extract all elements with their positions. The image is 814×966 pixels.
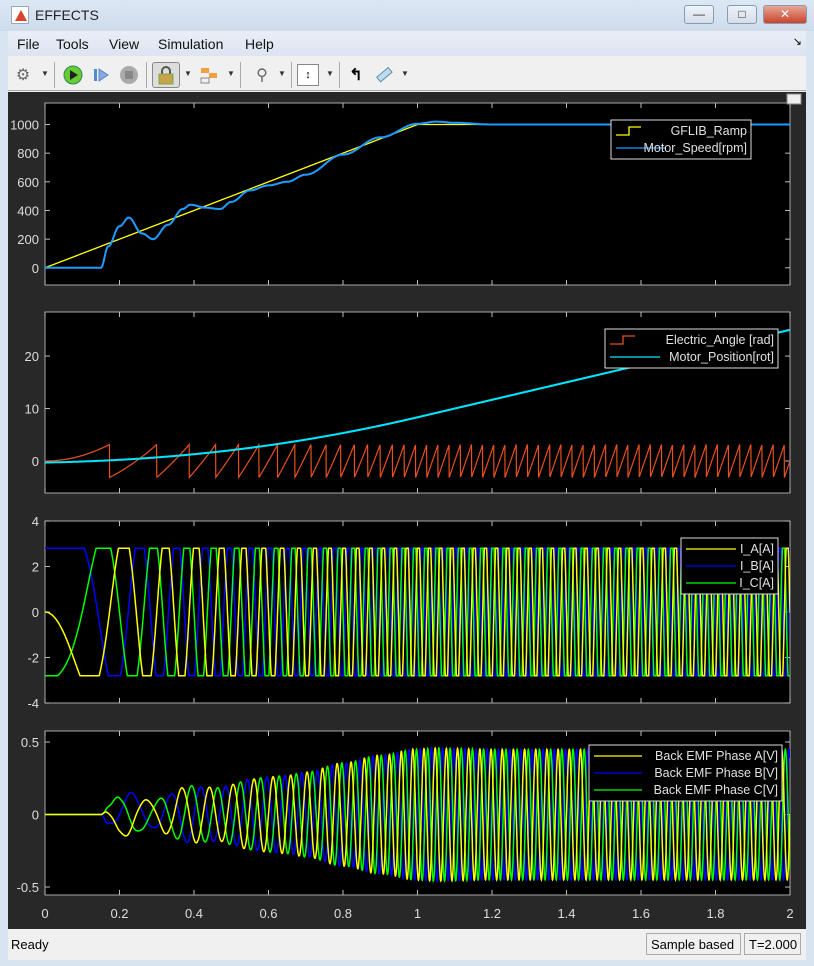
series-electric-angle <box>45 442 790 480</box>
minimize-button[interactable]: — <box>684 5 714 24</box>
legend-label: Motor_Position[rot] <box>669 350 774 364</box>
x-tick-label: 0 <box>41 906 48 921</box>
legend: Electric_Angle [rad] Motor_Position[rot] <box>604 328 779 369</box>
series-current-phase-c <box>45 547 790 677</box>
menu-file[interactable]: File <box>17 36 40 52</box>
y-tick-label: -4 <box>27 696 39 711</box>
signal-hierarchy-icon[interactable] <box>198 64 220 86</box>
scale-axes-icon[interactable]: ↕ <box>297 64 319 86</box>
menu-tools[interactable]: Tools <box>56 36 89 52</box>
y-tick-label: 20 <box>25 349 39 364</box>
sample-mode: Sample based <box>646 933 741 955</box>
chevron-down-icon[interactable]: ▼ <box>278 69 286 78</box>
close-button[interactable]: ✕ <box>763 5 807 24</box>
y-tick-label: 600 <box>17 175 39 190</box>
chevron-down-icon[interactable]: ▼ <box>326 69 334 78</box>
y-tick-label: 0 <box>32 454 39 469</box>
menu-simulation[interactable]: Simulation <box>158 36 224 52</box>
zoom-icon[interactable]: ⚲ <box>256 67 268 84</box>
toolbar: ⚙ ▼ ▼ ▼ ⚲ ▼ ↕ ▼ ↰ ▼ <box>8 57 806 91</box>
maximize-button[interactable]: □ <box>727 5 757 24</box>
stop-icon[interactable] <box>118 64 140 86</box>
dock-icon[interactable]: ↘ <box>792 36 802 48</box>
legend-label: Back EMF Phase B[V] <box>654 766 778 780</box>
menu-view[interactable]: View <box>109 36 140 52</box>
x-tick-label: 1.8 <box>706 906 724 921</box>
run-icon[interactable] <box>62 64 84 86</box>
y-tick-label: -2 <box>27 651 39 666</box>
x-tick-label: 1.6 <box>632 906 650 921</box>
legend-label: Back EMF Phase C[V] <box>654 783 778 797</box>
triggers-icon[interactable]: ↰ <box>349 67 363 84</box>
menu-help[interactable]: Help <box>245 36 274 52</box>
legend: Back EMF Phase A[V] Back EMF Phase B[V] Ba… <box>588 744 783 802</box>
title-bar: EFFECTS — □ ✕ <box>0 0 814 31</box>
separator <box>339 62 340 88</box>
separator <box>240 62 241 88</box>
lock-icon[interactable] <box>152 62 180 88</box>
series-back-emf-phase-a <box>45 746 790 883</box>
legend-label: Motor_Speed[rpm] <box>643 141 747 155</box>
x-tick-label: 0.8 <box>334 906 352 921</box>
menu-bar: File Tools View Simulation Help ↘ <box>8 31 806 56</box>
separator <box>54 62 55 88</box>
legend-label: I_A[A] <box>740 542 774 556</box>
legend-label: Electric_Angle [rad] <box>666 333 774 347</box>
x-tick-label: 1 <box>414 906 421 921</box>
y-tick-label: 10 <box>25 402 39 417</box>
scope-display: 0 200 400 600 800 1000 GFLIB_Ramp Motor_Speed[r… <box>8 92 806 929</box>
y-tick-label: 400 <box>17 203 39 218</box>
y-tick-label: 2 <box>32 560 39 575</box>
measurements-icon[interactable] <box>373 64 395 86</box>
step-forward-icon[interactable] <box>90 64 112 86</box>
status-bar: Ready Sample based T=2.000 <box>8 930 806 960</box>
y-tick-label: 800 <box>17 146 39 161</box>
legend-swatch <box>610 335 635 345</box>
axes-1: 0 200 400 600 800 1000 GFLIB_Ramp Motor_Speed[r… <box>10 102 791 286</box>
x-tick-label: 0.6 <box>259 906 277 921</box>
legend-label: I_B[A] <box>740 559 774 573</box>
chevron-down-icon[interactable]: ▼ <box>227 69 235 78</box>
axes-2: 0 10 20 Electric_Angle [rad] Motor_Position[… <box>25 311 791 494</box>
legend-label: I_C[A] <box>739 576 774 590</box>
matlab-logo-icon <box>11 6 29 24</box>
chevron-down-icon[interactable]: ▼ <box>184 69 192 78</box>
axes-4: 0 0.2 0.4 0.6 0.8 1 1.2 1.4 1.6 1.8 2-0.500.5Back … <box>17 730 794 921</box>
separator <box>291 62 292 88</box>
chevron-down-icon[interactable]: ▼ <box>401 69 409 78</box>
separator <box>146 62 147 88</box>
x-tick-label: 1.4 <box>557 906 575 921</box>
simulation-time: T=2.000 <box>744 933 801 955</box>
y-tick-label: 1000 <box>10 117 39 132</box>
x-tick-label: 0.2 <box>110 906 128 921</box>
expand-button[interactable] <box>786 93 802 105</box>
x-tick-label: 1.2 <box>483 906 501 921</box>
scope-window: File Tools View Simulation Help ↘ ⚙ ▼ ▼ ▼… <box>8 31 806 960</box>
series-current-phase-a <box>45 547 790 677</box>
y-tick-label: -0.5 <box>17 880 39 895</box>
y-tick-label: 200 <box>17 232 39 247</box>
y-tick-label: 4 <box>32 514 39 529</box>
legend-label: Back EMF Phase A[V] <box>655 749 778 763</box>
legend: I_A[A] I_B[A] I_C[A] <box>680 537 779 595</box>
status-text: Ready <box>11 937 49 952</box>
window-title: EFFECTS <box>35 7 99 23</box>
chevron-down-icon[interactable]: ▼ <box>41 69 49 78</box>
axes-3: -4 -2 0 2 4 I_A[A] I_B[A] I_C[A] <box>27 514 791 711</box>
y-tick-label: 0 <box>32 605 39 620</box>
legend-label: GFLIB_Ramp <box>671 124 747 138</box>
gear-icon[interactable]: ⚙ <box>15 67 31 84</box>
x-tick-label: 0.4 <box>185 906 203 921</box>
y-tick-label: 0 <box>32 808 39 823</box>
y-tick-label: 0 <box>32 261 39 276</box>
y-tick-label: 0.5 <box>21 735 39 750</box>
legend-swatch <box>616 126 641 136</box>
legend: GFLIB_Ramp Motor_Speed[rpm] <box>610 119 752 160</box>
x-tick-label: 2 <box>786 906 793 921</box>
